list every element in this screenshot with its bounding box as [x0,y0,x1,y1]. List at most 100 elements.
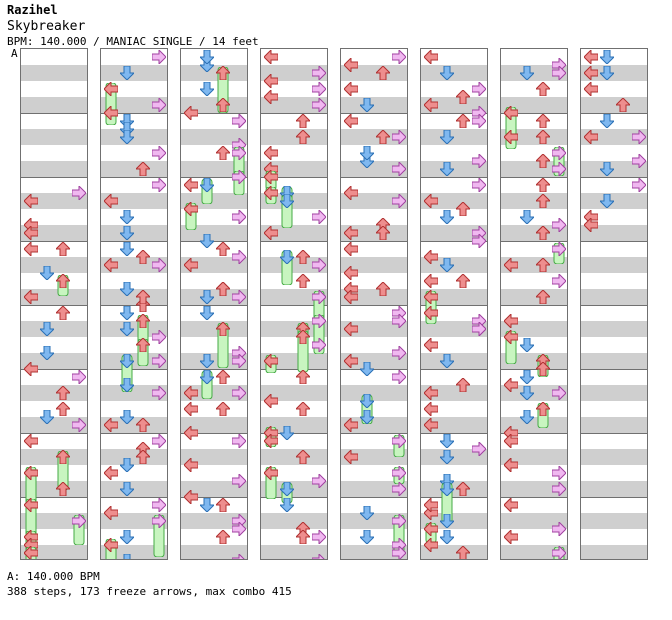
up-arrow-icon [294,401,312,420]
beat-stripe [341,289,407,305]
up-arrow-icon [214,529,232,548]
right-arrow-icon [471,152,487,172]
beat-stripe [421,225,487,241]
beat-stripe [181,513,247,529]
up-arrow-icon [454,273,472,292]
left-arrow-icon [503,496,519,516]
right-arrow-icon [391,344,407,364]
beat-stripe [181,417,247,433]
beat-stripe [261,481,327,497]
right-arrow-icon [551,240,567,260]
beat-stripe [581,225,647,241]
down-arrow-icon [358,145,376,164]
beat-stripe [101,257,167,273]
right-arrow-icon [151,432,167,452]
down-arrow-icon [438,513,456,532]
measure-line [341,305,407,306]
beat-stripe [581,385,647,401]
down-arrow-icon [278,481,296,500]
beat-stripe [501,257,567,273]
right-arrow-icon [231,248,247,268]
left-arrow-icon [263,184,279,204]
beat-stripe [501,65,567,81]
measure-line [181,113,247,114]
left-arrow-icon [23,288,39,308]
right-arrow-icon [471,232,487,252]
beat-stripe [181,321,247,337]
right-arrow-icon [391,464,407,484]
beat-stripe [181,161,247,177]
beat-stripe [341,353,407,369]
right-arrow-icon [71,184,87,204]
up-arrow-icon [214,97,232,116]
up-arrow-icon [534,129,552,148]
beat-stripe [581,513,647,529]
right-arrow-icon [151,384,167,404]
beat-stripe [421,289,487,305]
beat-stripe [21,449,87,465]
beat-stripe [501,161,567,177]
beat-stripe [261,449,327,465]
up-arrow-icon [614,97,632,116]
beat-stripe [261,65,327,81]
beat-stripe [341,385,407,401]
beat-stripe [421,417,487,433]
beat-stripe [181,225,247,241]
beat-stripe [341,257,407,273]
right-arrow-icon [231,352,247,372]
measure-line [501,497,567,498]
right-arrow-icon [71,512,87,532]
right-arrow-icon [391,432,407,452]
up-arrow-icon [454,545,472,559]
beat-stripe [261,97,327,113]
beat-stripe [101,97,167,113]
beat-stripe [501,129,567,145]
beat-stripe [421,513,487,529]
beat-stripe [501,513,567,529]
down-arrow-icon [438,529,456,548]
measure-line [101,305,167,306]
left-arrow-icon [103,104,119,124]
beat-stripe [341,193,407,209]
right-arrow-icon [391,368,407,388]
down-arrow-icon [518,369,536,388]
right-arrow-icon [551,272,567,292]
up-arrow-icon [534,361,552,380]
down-arrow-icon [438,209,456,228]
measure-line [501,369,567,370]
left-arrow-icon [583,216,599,236]
down-arrow-icon [118,321,136,340]
left-arrow-icon [263,432,279,452]
beat-stripe [101,513,167,529]
left-arrow-icon [343,448,359,468]
right-arrow-icon [151,176,167,196]
beat-stripe [341,321,407,337]
up-arrow-icon [214,497,232,516]
measure-line [581,497,647,498]
up-arrow-icon [214,401,232,420]
right-arrow-icon [311,256,327,276]
left-arrow-icon [343,184,359,204]
down-arrow-icon [118,457,136,476]
right-arrow-icon [551,544,567,559]
beat-stripe [181,481,247,497]
beat-stripe [341,225,407,241]
down-arrow-icon [198,305,216,324]
beat-stripe [261,161,327,177]
up-arrow-icon [294,249,312,268]
left-arrow-icon [23,432,39,452]
measure-line [341,241,407,242]
left-arrow-icon [343,288,359,308]
left-arrow-icon [183,400,199,420]
down-arrow-icon [358,409,376,428]
measure-line [421,369,487,370]
left-arrow-icon [343,112,359,132]
right-arrow-icon [551,144,567,164]
up-arrow-icon [294,329,312,348]
down-arrow-icon [118,281,136,300]
up-arrow-icon [534,257,552,276]
up-arrow-icon [294,129,312,148]
up-arrow-icon [534,81,552,100]
down-arrow-icon [358,97,376,116]
right-arrow-icon [311,472,327,492]
